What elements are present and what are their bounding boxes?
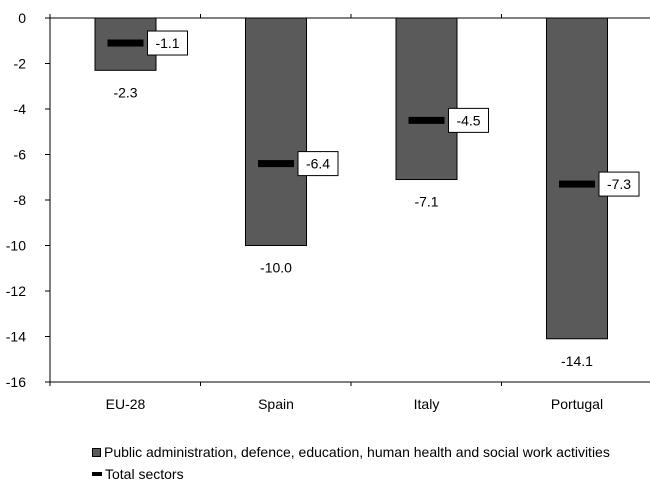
total-sectors-marker xyxy=(408,116,445,124)
category-label: Portugal xyxy=(551,396,603,412)
legend: Public administration, defence, educatio… xyxy=(92,441,610,485)
marker-label-box xyxy=(147,30,188,56)
bar-chart: 0 -2 -4 -6 -8 -10 -12 -14 -16 EU-28 Spain Italy Port… xyxy=(6,10,650,412)
y-tick-label: -6 xyxy=(14,147,27,163)
y-tick-label: -4 xyxy=(14,101,27,117)
marker-value-label: -1.1 xyxy=(155,35,179,51)
bar-italy xyxy=(395,17,458,181)
bar-value-label: -2.3 xyxy=(113,84,137,100)
bar-portugal xyxy=(546,17,608,340)
y-tick-label: -10 xyxy=(6,238,26,254)
total-sectors-marker xyxy=(107,39,144,47)
total-sectors-marker xyxy=(559,180,595,188)
y-tick-label: -8 xyxy=(14,192,27,208)
bar-value-label: -10.0 xyxy=(260,260,292,276)
bar-spain xyxy=(245,17,307,246)
legend-marker-total-sectors xyxy=(92,472,102,476)
marker-label-box xyxy=(448,107,489,133)
legend-item-total-sectors: Total sectors xyxy=(92,463,610,485)
marker-value-label: -7.3 xyxy=(607,176,631,192)
marker-label-box xyxy=(598,171,640,197)
legend-label-public-administration: Public administration, defence, educatio… xyxy=(104,444,610,460)
category-label: Italy xyxy=(414,396,440,412)
y-tick-label: -16 xyxy=(6,374,26,390)
y-tick-label: -12 xyxy=(6,283,26,299)
y-tick-label: 0 xyxy=(18,10,26,26)
bar-value-label: -7.1 xyxy=(414,194,438,210)
total-sectors-marker xyxy=(258,160,294,168)
bar-value-label: -14.1 xyxy=(561,353,593,369)
marker-value-label: -4.5 xyxy=(456,112,480,128)
legend-item-public-administration: Public administration, defence, educatio… xyxy=(92,441,610,463)
category-label: Spain xyxy=(258,396,294,412)
marker-value-label: -6.4 xyxy=(306,156,330,172)
marker-label-box xyxy=(297,151,339,177)
category-label: EU-28 xyxy=(106,396,146,412)
legend-label-total-sectors: Total sectors xyxy=(105,466,184,482)
legend-swatch-public-administration xyxy=(92,447,101,457)
y-tick-label: -2 xyxy=(14,56,27,72)
y-tick-label: -14 xyxy=(6,329,26,345)
